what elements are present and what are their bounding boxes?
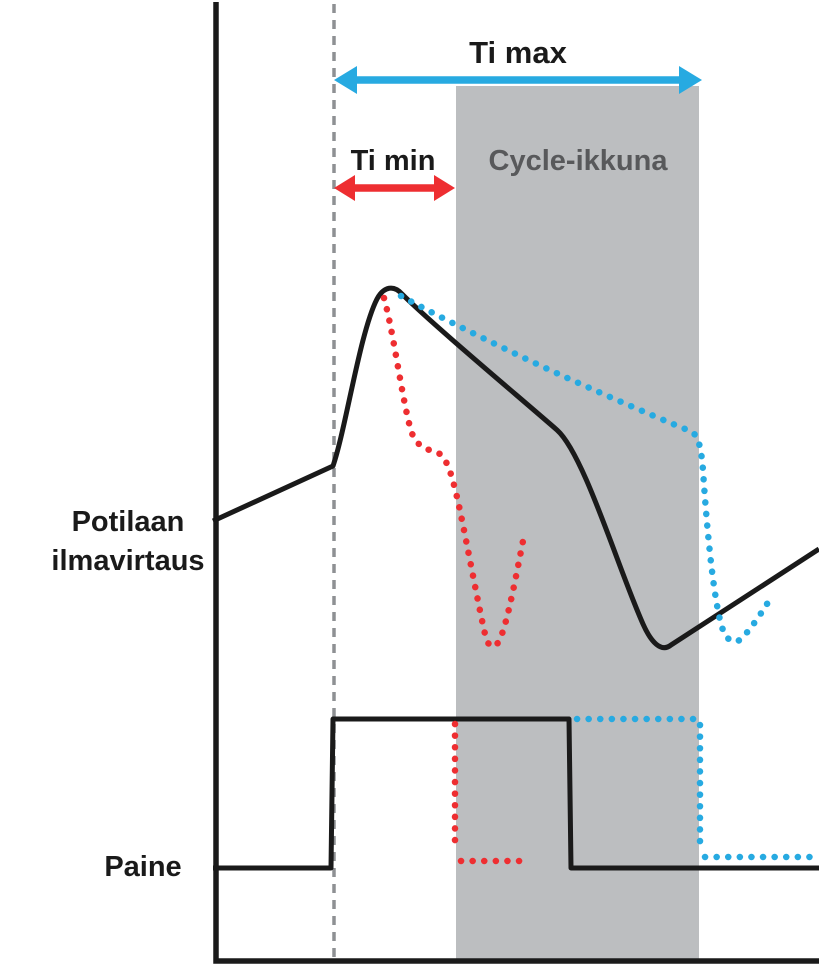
pressure-curve-early-cycle bbox=[451, 720, 532, 865]
flow-axis-label: Potilaan ilmavirtaus bbox=[51, 506, 204, 577]
flow-curve-actual bbox=[211, 285, 819, 651]
cycle-window-label: Cycle-ikkuna bbox=[489, 145, 669, 177]
flow-axis-label-line2: ilmavirtaus bbox=[51, 545, 204, 577]
pressure-curve-late-cycle bbox=[573, 715, 818, 861]
ti-max-arrowhead-left-icon bbox=[334, 66, 357, 94]
ti-max-label: Ti max bbox=[469, 35, 567, 70]
flow-curve-late-cycle bbox=[397, 292, 777, 645]
ti-max-arrowhead-right-icon bbox=[679, 66, 702, 94]
cycle-window-region bbox=[456, 86, 699, 961]
flow-axis-label-line1: Potilaan bbox=[72, 506, 185, 538]
ti-min-label: Ti min bbox=[351, 145, 436, 177]
pressure-curve-actual bbox=[213, 716, 819, 871]
ti-min-arrowhead-right-icon bbox=[434, 175, 455, 201]
ti-min-arrow bbox=[334, 175, 455, 201]
axes bbox=[213, 2, 819, 964]
ti-max-arrow bbox=[334, 66, 702, 94]
ti-min-arrowhead-left-icon bbox=[334, 175, 355, 201]
pressure-axis-label: Paine bbox=[104, 851, 181, 883]
